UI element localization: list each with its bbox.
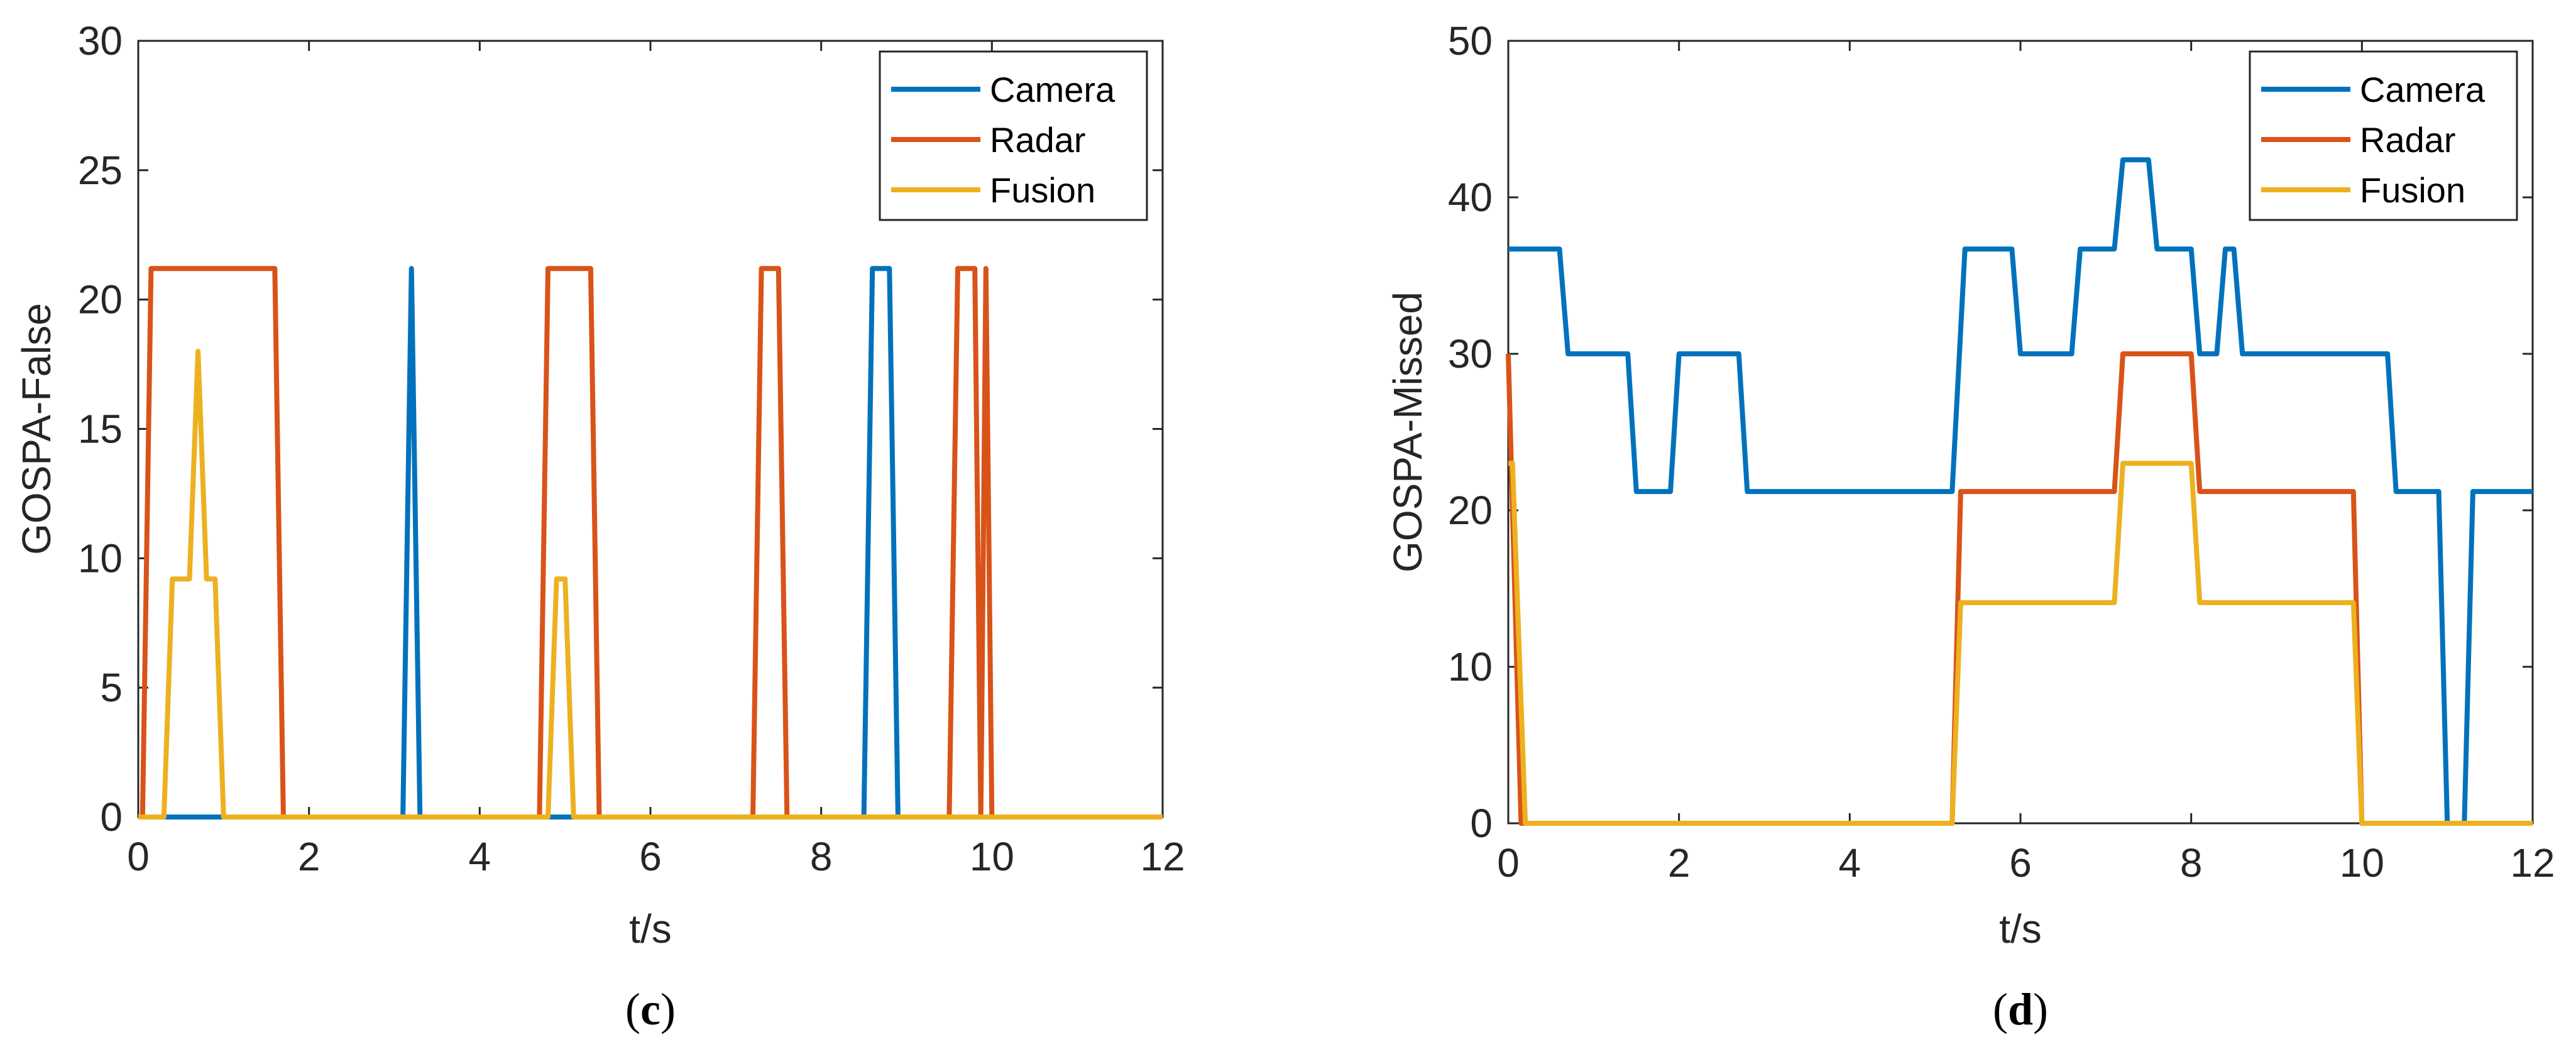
x-tick-label-d-3: 6 [2009,840,2032,886]
series-line-c-radar [138,266,1163,820]
legend-label-c-camera: Camera [990,70,1115,109]
y-axis-label-d: GOSPA-Missed [1385,292,1430,573]
legend-label-c-fusion: Fusion [990,170,1095,210]
x-tick-label-d-1: 2 [1668,840,1691,886]
legend-label-d-fusion: Fusion [2360,170,2465,210]
y-tick-label-d-4: 40 [1448,175,1493,220]
y-tick-label-d-3: 30 [1448,331,1493,376]
series-line-c-fusion [138,349,1163,820]
y-tick-label-c-0: 0 [100,794,123,840]
y-tick-label-c-1: 5 [100,665,123,710]
series-line-d-camera [1508,157,2533,826]
legend-d: Camera Radar Fusion [2249,50,2518,221]
y-tick-label-c-5: 25 [78,148,123,193]
panel-label-c: (c) [625,984,676,1034]
x-tick-label-d-5: 10 [2340,840,2384,886]
y-axis-label-c: GOSPA-False [14,303,59,555]
plot-area-d: 0 2 4 6 8 10 12 0 10 20 30 40 50 [1448,18,2555,886]
x-axis-label-c: t/s [629,906,672,952]
panel-label-d: (d) [1993,984,2048,1034]
x-tick-label-d-2: 4 [1839,840,1861,886]
x-tick-label-d-0: 0 [1497,840,1520,886]
x-tick-label-c-4: 8 [810,834,833,879]
legend-label-d-radar: Radar [2360,120,2456,160]
y-tick-label-d-1: 10 [1448,644,1493,689]
x-tick-label-c-6: 12 [1140,834,1185,879]
y-tick-label-d-0: 0 [1470,801,1493,846]
series-line-d-fusion [1508,461,2533,826]
x-tick-label-c-3: 6 [639,834,662,879]
y-tick-label-d-2: 20 [1448,488,1493,533]
x-tick-label-c-1: 2 [298,834,321,879]
x-tick-label-c-5: 10 [970,834,1014,879]
x-axis-label-d: t/s [1999,906,2042,952]
x-tick-label-c-0: 0 [127,834,150,879]
y-tick-label-d-5: 50 [1448,18,1493,63]
x-tick-label-d-6: 12 [2510,840,2555,886]
x-tick-label-d-4: 8 [2180,840,2203,886]
legend-label-c-radar: Radar [990,120,1086,160]
y-tick-label-c-2: 10 [78,535,123,581]
chart-panel-d: 0 2 4 6 8 10 12 0 10 20 30 40 50 Camera Radar Fusion t… [1385,18,2555,1034]
y-tick-label-c-6: 30 [78,18,123,63]
y-tick-label-c-4: 20 [78,277,123,322]
x-tick-label-c-2: 4 [469,834,491,879]
legend-label-d-camera: Camera [2360,70,2486,109]
y-tick-label-c-3: 15 [78,407,123,452]
legend-c: Camera Radar Fusion [879,50,1148,221]
